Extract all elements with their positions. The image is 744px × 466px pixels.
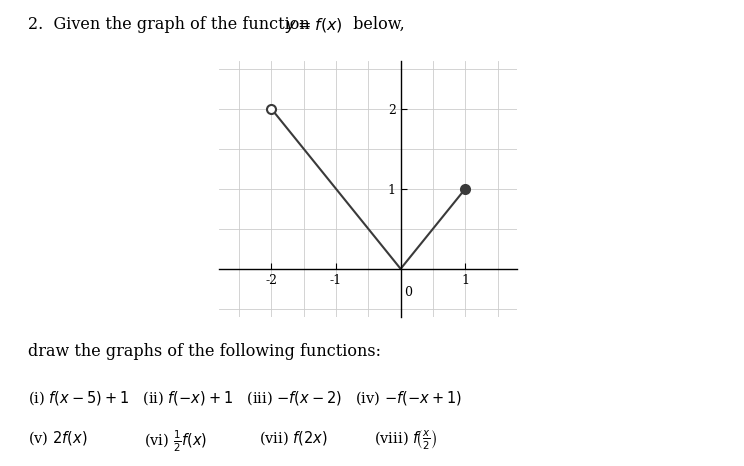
Text: (i) $f(x-5)+1$   (ii) $f(-x)+1$   (iii) $-f(x-2)$   (iv) $-f(-x+1)$: (i) $f(x-5)+1$ (ii) $f(-x)+1$ (iii) $-f(… (28, 389, 462, 407)
Text: (viii) $f\!\left(\frac{x}{2}\right)$: (viii) $f\!\left(\frac{x}{2}\right)$ (374, 429, 437, 452)
Text: (vi) $\frac{1}{2}f(x)$: (vi) $\frac{1}{2}f(x)$ (144, 429, 207, 454)
Text: (v) $2f(x)$: (v) $2f(x)$ (28, 429, 88, 447)
Text: 2.  Given the graph of the function: 2. Given the graph of the function (28, 16, 315, 33)
Text: (vii) $f(2x)$: (vii) $f(2x)$ (259, 429, 328, 447)
Text: $y = f(x)$: $y = f(x)$ (285, 16, 343, 35)
Text: draw the graphs of the following functions:: draw the graphs of the following functio… (28, 343, 381, 359)
Text: below,: below, (348, 16, 405, 33)
Text: 0: 0 (405, 287, 412, 300)
